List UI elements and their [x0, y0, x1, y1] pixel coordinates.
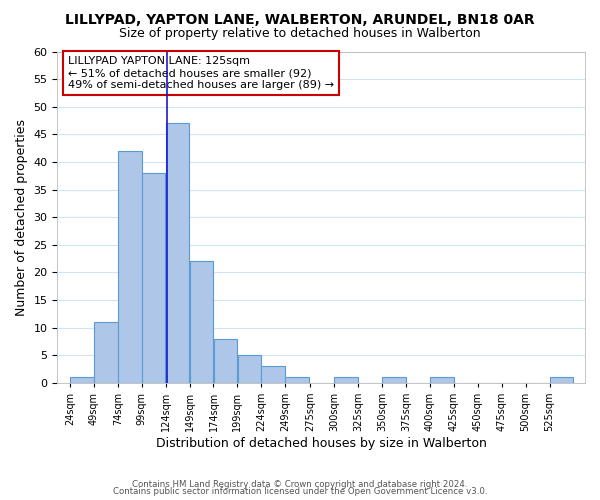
Text: Contains HM Land Registry data © Crown copyright and database right 2024.: Contains HM Land Registry data © Crown c… [132, 480, 468, 489]
Bar [550, 378, 574, 383]
Y-axis label: Number of detached properties: Number of detached properties [15, 118, 28, 316]
Bar [94, 322, 118, 383]
Bar [430, 378, 454, 383]
Bar [382, 378, 406, 383]
Bar [166, 124, 190, 383]
Bar [190, 262, 214, 383]
Bar [70, 378, 94, 383]
Text: Size of property relative to detached houses in Walberton: Size of property relative to detached ho… [119, 28, 481, 40]
Text: Contains public sector information licensed under the Open Government Licence v3: Contains public sector information licen… [113, 488, 487, 496]
Bar [142, 173, 166, 383]
Bar [334, 378, 358, 383]
Bar [238, 356, 261, 383]
Text: LILLYPAD, YAPTON LANE, WALBERTON, ARUNDEL, BN18 0AR: LILLYPAD, YAPTON LANE, WALBERTON, ARUNDE… [65, 12, 535, 26]
Bar [214, 338, 237, 383]
Bar [118, 151, 142, 383]
Text: LILLYPAD YAPTON LANE: 125sqm
← 51% of detached houses are smaller (92)
49% of se: LILLYPAD YAPTON LANE: 125sqm ← 51% of de… [68, 56, 334, 90]
Bar [286, 378, 309, 383]
Bar [262, 366, 285, 383]
X-axis label: Distribution of detached houses by size in Walberton: Distribution of detached houses by size … [156, 437, 487, 450]
